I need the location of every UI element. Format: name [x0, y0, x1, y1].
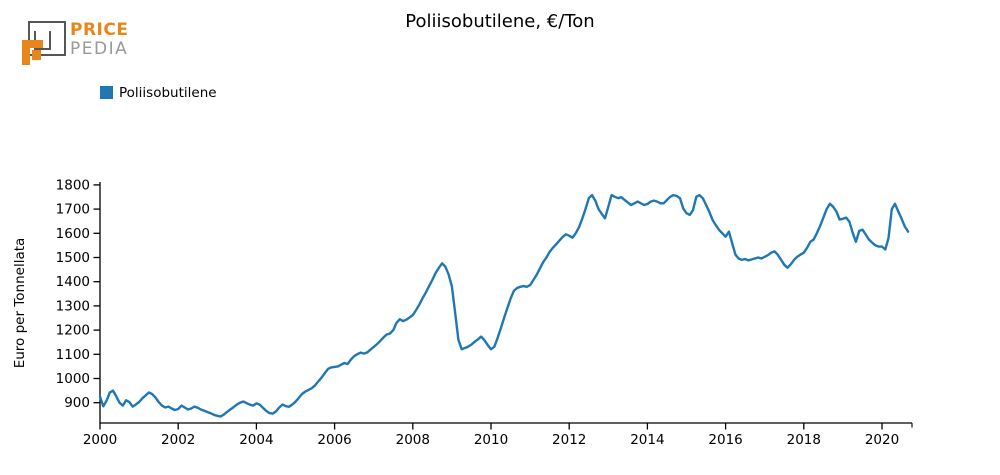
legend-color-swatch	[100, 86, 113, 99]
x-tick-label: 2002	[161, 432, 195, 448]
axes-spines	[99, 182, 912, 424]
y-tick-label: 1800	[56, 177, 90, 193]
x-tick-label: 2006	[317, 432, 351, 448]
series-line-poliisobutilene	[98, 193, 910, 418]
y-tick-label: 900	[64, 395, 90, 411]
logo-wordmark: PRICE PEDIA	[70, 22, 128, 58]
logo-orange-bracket-icon	[22, 40, 43, 48]
pricepedia-logo: PRICE PEDIA	[0, 0, 260, 70]
y-tick-label: 1300	[56, 298, 90, 314]
y-tick-label: 1200	[56, 323, 90, 339]
logo-square-outline-icon	[28, 21, 66, 56]
x-tick-label: 2012	[552, 432, 586, 448]
y-tick-label: 1100	[56, 347, 90, 363]
x-tick-label: 2004	[239, 432, 273, 448]
x-tick-label: 2014	[630, 432, 664, 448]
x-tick-label: 2018	[787, 432, 821, 448]
y-tick-label: 1600	[56, 226, 90, 242]
y-tick-label: 1500	[56, 250, 90, 266]
logo-word-price: PRICE	[70, 20, 129, 40]
y-tick-label: 1700	[56, 202, 90, 218]
x-tick-label: 2016	[708, 432, 742, 448]
x-tick-label: 2020	[865, 432, 899, 448]
logo-word-pedia: PEDIA	[70, 39, 129, 59]
logo-orange-dot-icon	[32, 50, 41, 60]
x-tick-label: 2008	[396, 432, 430, 448]
y-tick-label: 1000	[56, 371, 90, 387]
legend-series-label: Poliisobutilene	[119, 85, 217, 101]
x-tick-label: 2010	[474, 432, 508, 448]
x-tick-label: 2000	[83, 432, 117, 448]
chart-title: Poliisobutilene, €/Ton	[405, 11, 595, 32]
y-tick-label: 1400	[56, 274, 90, 290]
logo-orange-bracket-side-icon	[22, 40, 30, 65]
